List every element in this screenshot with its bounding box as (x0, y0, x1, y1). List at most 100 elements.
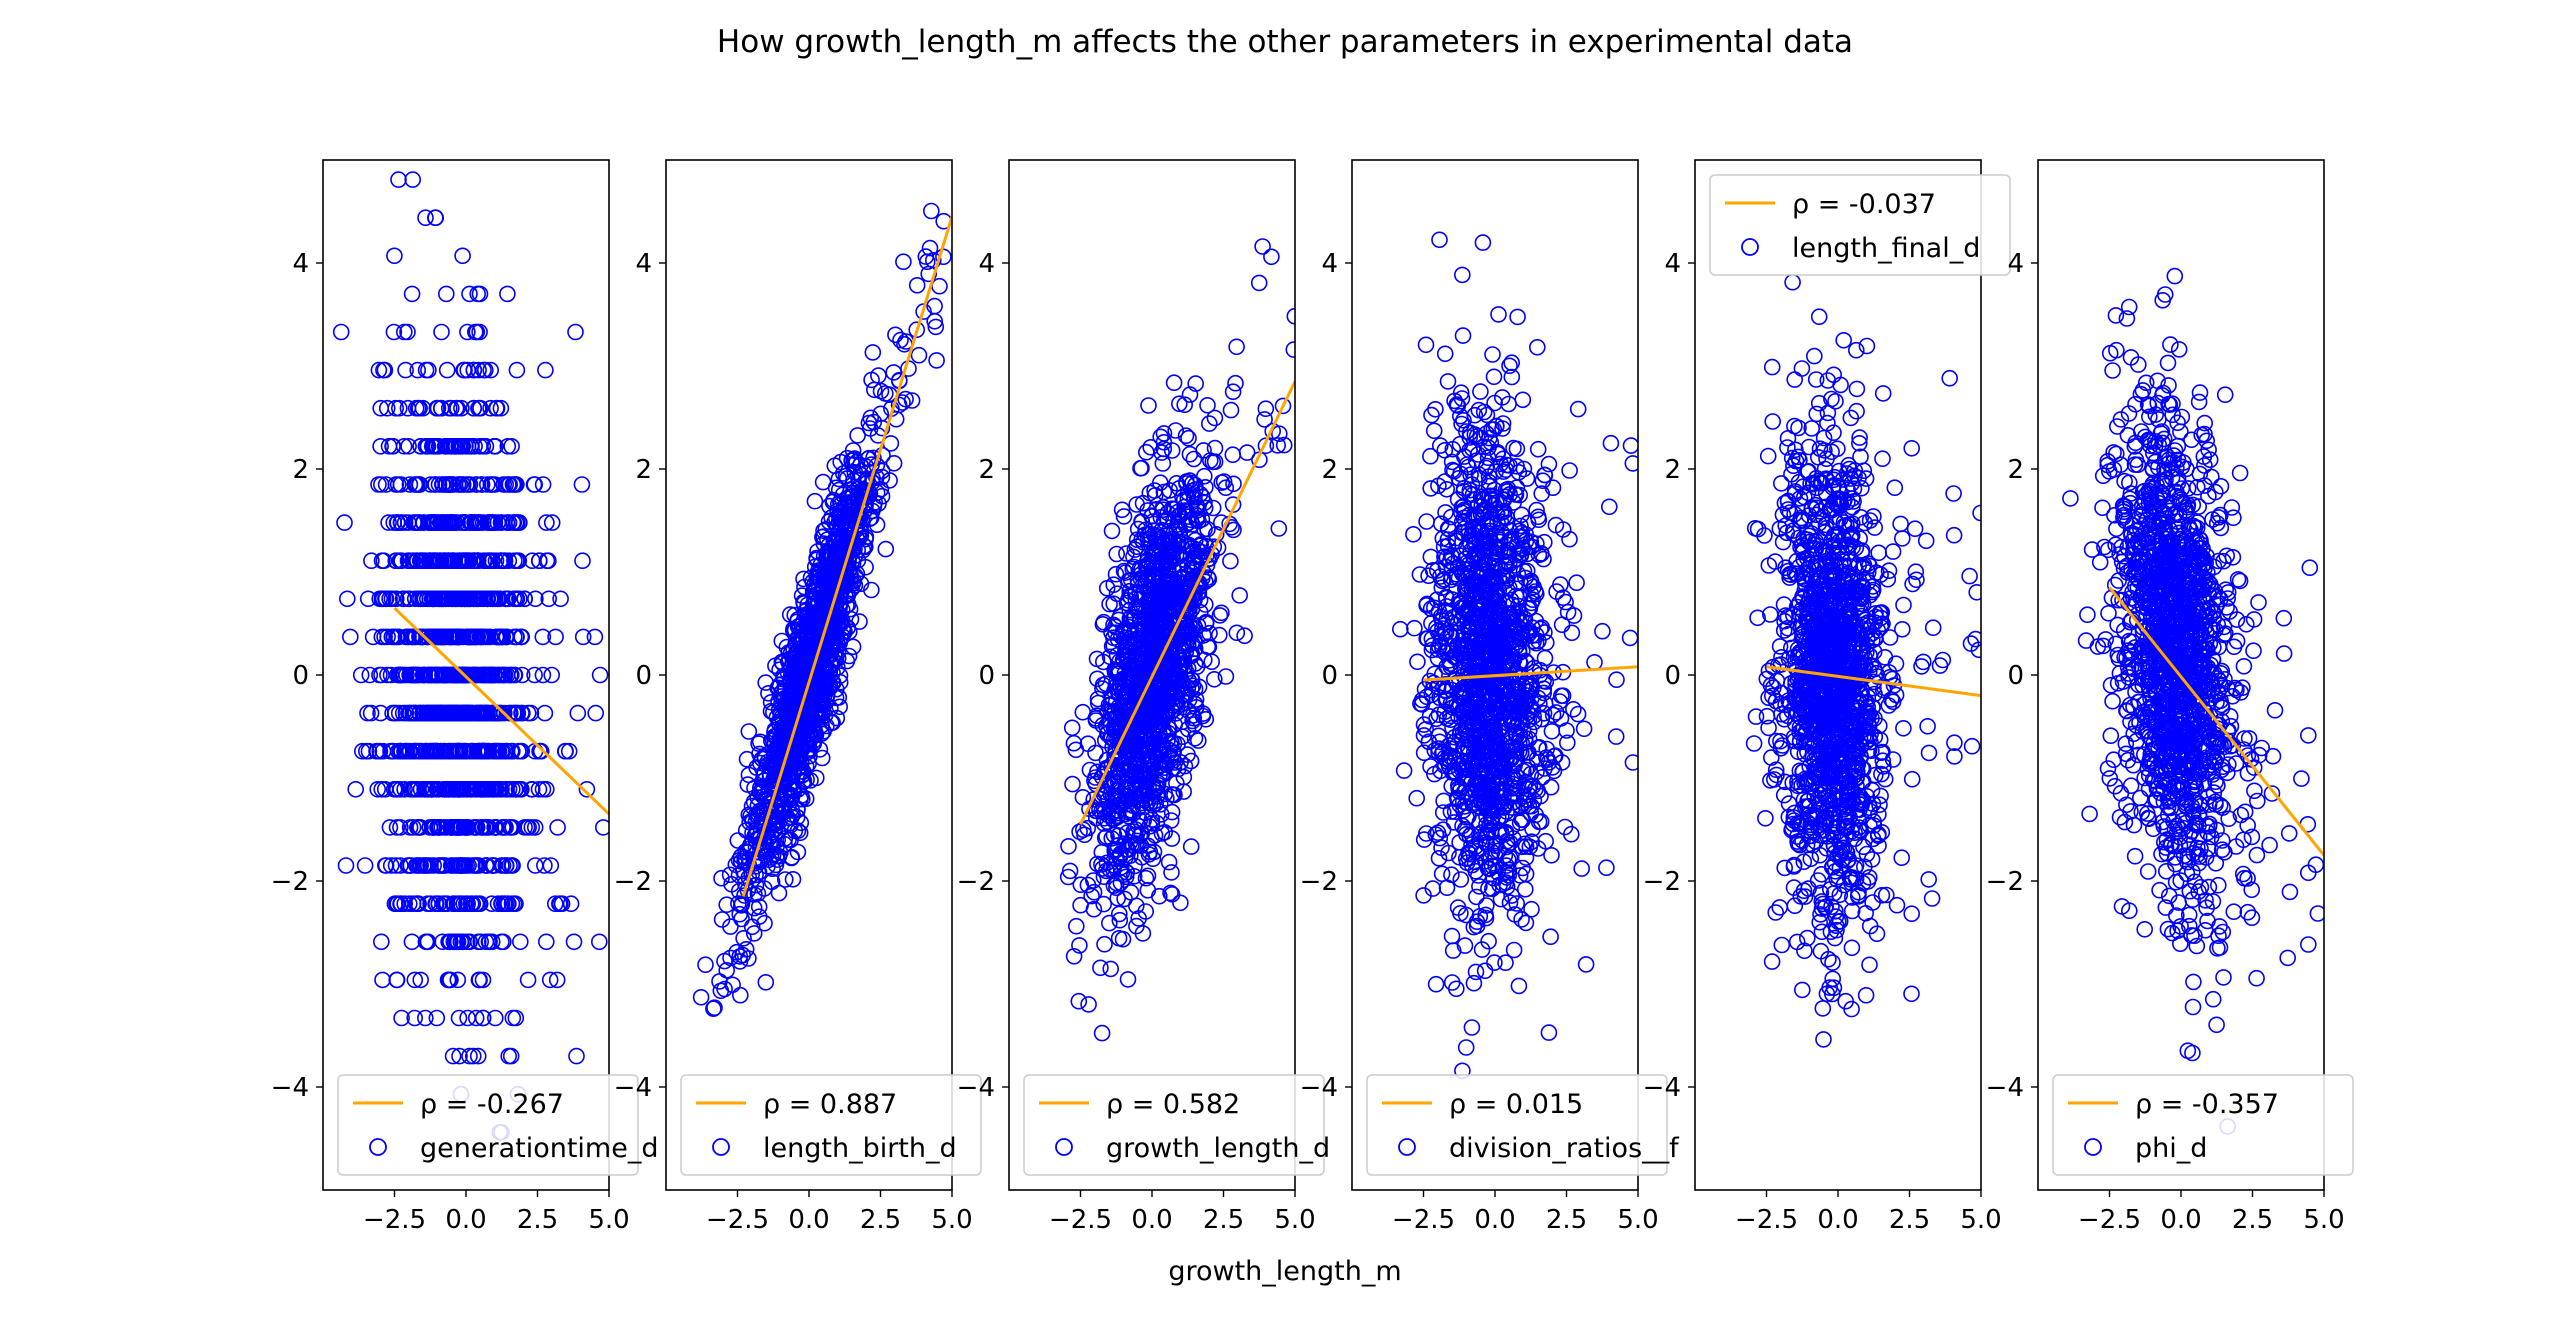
scatter-point (1163, 581, 1180, 599)
scatter-point (390, 666, 408, 684)
scatter-point (863, 456, 880, 473)
scatter-point (388, 780, 406, 798)
scatter-point (514, 704, 531, 722)
legend-points-label: generationtime_d (420, 1133, 658, 1164)
scatter-point (384, 704, 401, 722)
scatter-point (1124, 805, 1142, 822)
scatter-point (422, 857, 439, 874)
scatter-point (392, 895, 410, 913)
scatter-point (399, 552, 417, 570)
scatter-point (1181, 616, 1198, 634)
scatter-point (403, 285, 421, 303)
fit-line (393, 606, 609, 816)
scatter-point (498, 742, 516, 760)
scatter-point (1497, 557, 1514, 575)
scatter-point (824, 664, 841, 681)
scatter-point (504, 857, 521, 874)
figure-title: How growth_length_m affects the other pa… (717, 24, 1853, 60)
scatter-point (409, 361, 427, 379)
scatter-point (873, 468, 891, 486)
scatter-point (1140, 397, 1157, 414)
y-tick-label: 4 (292, 249, 309, 279)
scatter-point (1274, 397, 1292, 415)
scatter-point (473, 666, 491, 684)
scatter-point (447, 742, 465, 760)
scatter-point (851, 613, 868, 630)
scatter-point (771, 676, 788, 694)
scatter-point (1080, 996, 1097, 1013)
scatter-point (801, 740, 818, 757)
scatter-point (469, 552, 487, 570)
scatter-point (441, 704, 459, 722)
scatter-point (362, 704, 380, 722)
scatter-point (478, 704, 496, 722)
scatter-point (1194, 707, 1212, 725)
scatter-point (510, 552, 528, 570)
scatter-point (427, 742, 445, 760)
scatter-point (740, 723, 758, 740)
scatter-point (754, 781, 772, 798)
scatter-point (456, 742, 473, 760)
scatter-point (425, 552, 443, 570)
scatter-point (1105, 826, 1123, 844)
scatter-point (1163, 803, 1181, 821)
scatter-point (706, 999, 723, 1017)
scatter-point (406, 780, 424, 798)
scatter-point (587, 704, 605, 722)
legend-marker-swatch (1055, 1138, 1073, 1156)
scatter-point (849, 552, 867, 569)
scatter-point (519, 704, 537, 722)
scatter-point (497, 780, 514, 798)
scatter-point (1160, 724, 1177, 742)
scatter-point (457, 437, 474, 455)
scatter-point (1257, 400, 1275, 418)
scatter-point (735, 929, 752, 947)
scatter-point (1119, 667, 1137, 685)
scatter-point (885, 454, 903, 472)
scatter-point (337, 857, 355, 874)
scatter-point (1178, 473, 1195, 490)
scatter-point (400, 437, 417, 455)
scatter-point (831, 667, 849, 684)
scatter-point (408, 742, 425, 760)
scatter-point (508, 361, 526, 379)
scatter-point (412, 780, 430, 798)
scatter-point (822, 714, 840, 731)
scatter-point (713, 869, 730, 887)
scatter-point (1195, 564, 1213, 582)
scatter-point (892, 331, 909, 349)
scatter-point (1171, 395, 1188, 413)
scatter-point (817, 657, 835, 675)
scatter-point (705, 1000, 722, 1018)
x-tick-label: 0.0 (1131, 1205, 1172, 1235)
scatter-point (794, 763, 812, 780)
scatter-point (568, 1047, 585, 1065)
scatter-point (427, 476, 444, 493)
scatter-point (1222, 401, 1240, 419)
legend-marker-swatch (712, 1138, 730, 1156)
scatter-point (482, 476, 500, 493)
scatter-point (396, 895, 414, 913)
scatter-point (841, 573, 859, 591)
scatter-point (1165, 374, 1183, 392)
scatter-point (1088, 802, 1106, 820)
scatter-point (1085, 883, 1103, 901)
scatter-point (526, 666, 543, 684)
scatter-point (1137, 644, 1154, 661)
scatter-point (1153, 806, 1170, 823)
scatter-point (534, 780, 552, 798)
scatter-point (1087, 744, 1104, 762)
scatter-point (399, 857, 417, 874)
scatter-point (453, 590, 471, 608)
scatter-point (471, 628, 489, 646)
scatter-point (338, 590, 356, 608)
scatter-point (549, 819, 566, 836)
scatter-point (574, 628, 592, 646)
x-tick-label: 2.5 (517, 1205, 558, 1235)
scatter-point (465, 399, 483, 417)
scatter-point (538, 514, 555, 531)
scatter-point (789, 629, 806, 647)
scatter-point (451, 742, 469, 760)
scatter-point (526, 819, 544, 836)
